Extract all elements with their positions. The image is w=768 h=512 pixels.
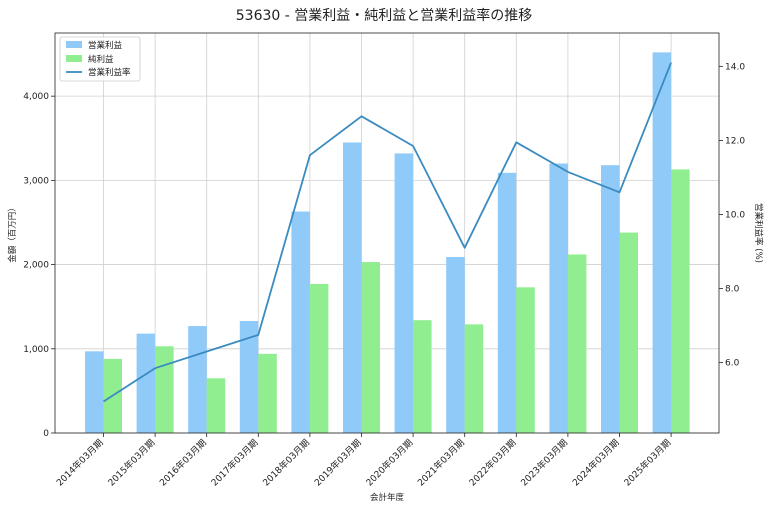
legend-label-net-profit: 純利益 <box>88 54 114 65</box>
x-tick-label-3: 2017年03月期 <box>209 437 261 489</box>
y2-tick-label-1: 8.0 <box>725 285 740 295</box>
x-axis: 2014年03月期 2015年03月期 2016年03月期 2017年03月期 2018… <box>54 433 673 489</box>
y2-tick-label-3: 12.0 <box>725 136 745 146</box>
bar-operating-profit-1 <box>136 333 156 433</box>
bar-operating-profit-8 <box>497 172 517 433</box>
chart-title: 53630 - 営業利益・純利益と営業利益率の推移 <box>236 7 533 24</box>
bar-operating-profit-7 <box>446 257 465 433</box>
x-axis-label: 会計年度 <box>370 492 405 503</box>
x-tick-label-10: 2024年03月期 <box>570 437 622 489</box>
x-tick-label-0: 2014年03月期 <box>54 437 106 489</box>
x-tick-label-2: 2016年03月期 <box>157 437 209 489</box>
x-tick-label-9: 2023年03月期 <box>518 437 570 489</box>
bars-layer <box>85 52 690 434</box>
x-tick-label-5: 2019年03月期 <box>312 437 364 489</box>
y2-tick-label-4: 14.0 <box>725 62 745 72</box>
bar-net-profit-7 <box>464 324 484 433</box>
bar-net-profit-6 <box>413 320 432 433</box>
bar-net-profit-5 <box>361 262 380 433</box>
bar-operating-profit-9 <box>549 163 568 434</box>
x-tick-label-1: 2015年03月期 <box>105 437 157 489</box>
bar-net-profit-4 <box>309 283 329 433</box>
plot-frame <box>54 32 720 434</box>
y2-axis-label: 営業利益率 (%) <box>753 203 764 263</box>
bar-net-profit-2 <box>206 378 226 433</box>
y-tick-label-0: 0 <box>43 429 49 439</box>
bar-operating-profit-10 <box>601 165 620 434</box>
bar-operating-profit-4 <box>291 211 310 433</box>
legend-swatch-operating-profit <box>66 41 82 48</box>
x-tick-label-6: 2020年03月期 <box>363 437 415 489</box>
y2-tick-label-2: 10.0 <box>725 210 745 220</box>
legend-label-margin: 営業利益率 <box>88 67 131 78</box>
y-tick-label-1: 1,000 <box>23 345 49 355</box>
bar-operating-profit-0 <box>85 351 104 433</box>
y-tick-label-2: 2,000 <box>23 261 49 271</box>
bar-operating-profit-3 <box>239 321 259 433</box>
bar-net-profit-3 <box>258 353 277 433</box>
y-tick-label-3: 3,000 <box>23 176 49 186</box>
legend-swatch-net-profit <box>66 55 82 62</box>
x-tick-label-4: 2018年03月期 <box>260 437 312 489</box>
x-tick-label-7: 2021年03月期 <box>415 437 467 489</box>
bar-operating-profit-5 <box>343 142 362 433</box>
bar-operating-profit-11 <box>652 52 672 434</box>
legend-label-operating-profit: 営業利益 <box>88 40 123 51</box>
y-axis-right: 6.0 8.0 10.0 12.0 14.0 <box>719 62 745 369</box>
x-tick-label-8: 2022年03月期 <box>467 437 519 489</box>
line-operating-margin <box>103 62 672 403</box>
y-tick-label-4: 4,000 <box>23 92 49 102</box>
bar-net-profit-1 <box>155 346 174 433</box>
bar-operating-profit-2 <box>188 326 207 433</box>
bar-net-profit-9 <box>567 254 587 433</box>
y2-tick-label-0: 6.0 <box>725 359 740 369</box>
bar-operating-profit-6 <box>394 153 414 433</box>
legend: 営業利益 純利益 営業利益率 <box>59 36 141 82</box>
line-layer <box>103 62 672 403</box>
y-axis-left: 0 1,000 2,000 3,000 4,000 <box>23 92 55 439</box>
bar-net-profit-8 <box>516 287 535 433</box>
bar-net-profit-11 <box>671 169 690 433</box>
bar-net-profit-10 <box>619 232 638 433</box>
x-tick-label-11: 2025年03月期 <box>621 437 673 489</box>
y-axis-label: 金額（百万円） <box>7 203 18 263</box>
